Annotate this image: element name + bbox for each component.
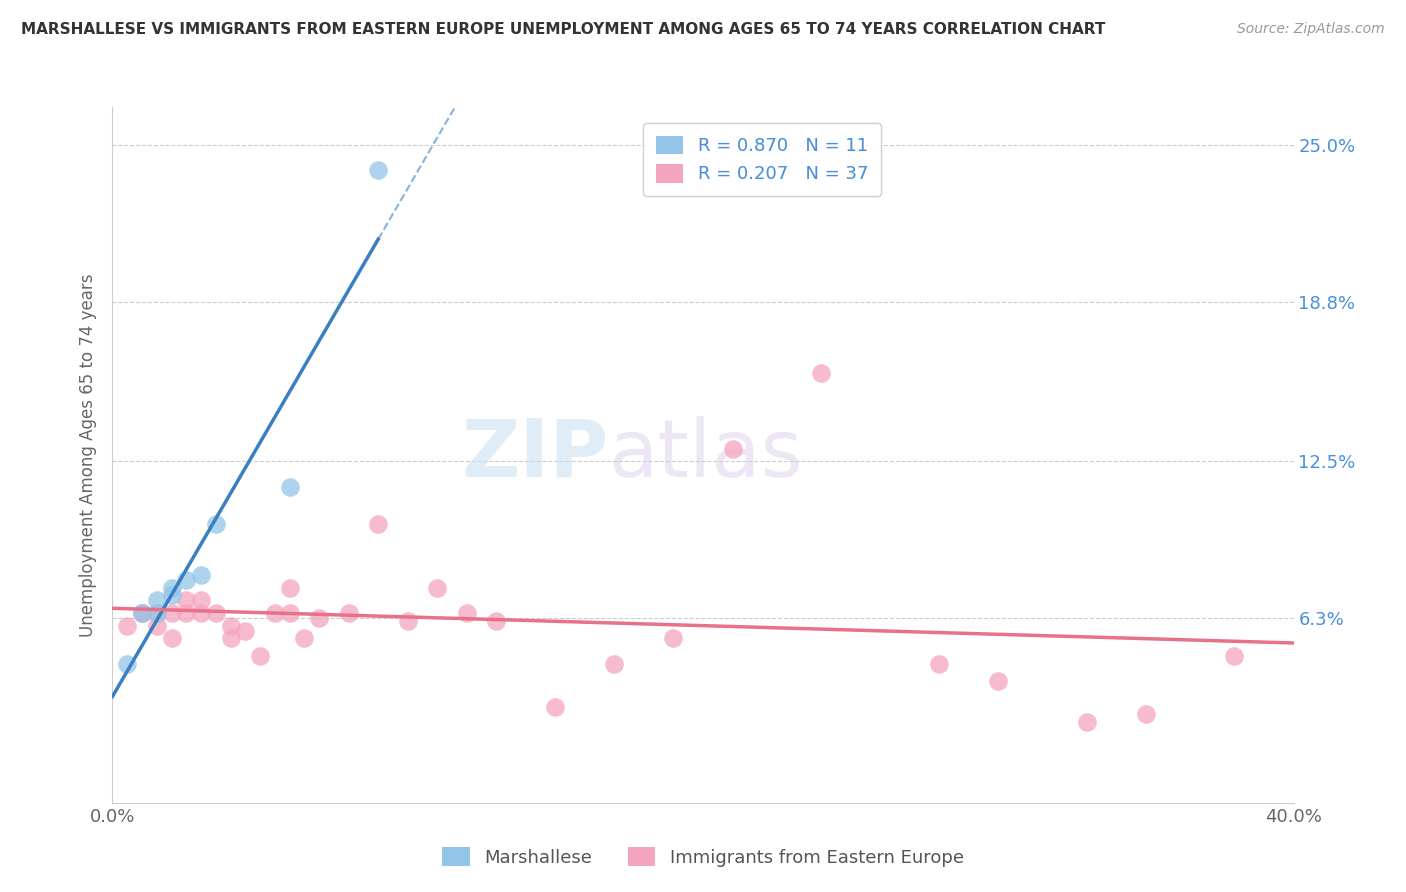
- Point: [174, 606, 197, 620]
- Point: [219, 632, 242, 646]
- Point: [205, 517, 228, 532]
- Point: [233, 624, 256, 638]
- Point: [264, 606, 287, 620]
- Point: [117, 618, 138, 632]
- Point: [603, 657, 626, 671]
- Point: [1135, 707, 1157, 722]
- Point: [146, 618, 169, 632]
- Y-axis label: Unemployment Among Ages 65 to 74 years: Unemployment Among Ages 65 to 74 years: [79, 273, 97, 637]
- Point: [367, 517, 389, 532]
- Legend: R = 0.870   N = 11, R = 0.207   N = 37: R = 0.870 N = 11, R = 0.207 N = 37: [644, 123, 880, 196]
- Point: [292, 632, 315, 646]
- Point: [396, 614, 419, 628]
- Point: [308, 611, 330, 625]
- Point: [1223, 648, 1246, 663]
- Text: MARSHALLESE VS IMMIGRANTS FROM EASTERN EUROPE UNEMPLOYMENT AMONG AGES 65 TO 74 Y: MARSHALLESE VS IMMIGRANTS FROM EASTERN E…: [21, 22, 1105, 37]
- Legend: Marshallese, Immigrants from Eastern Europe: Marshallese, Immigrants from Eastern Eur…: [436, 840, 970, 874]
- Point: [249, 648, 271, 663]
- Point: [1076, 714, 1098, 729]
- Point: [367, 163, 389, 178]
- Point: [160, 588, 183, 602]
- Point: [544, 699, 567, 714]
- Point: [131, 606, 153, 620]
- Point: [219, 618, 242, 632]
- Point: [190, 568, 212, 582]
- Point: [426, 581, 449, 595]
- Point: [278, 479, 301, 493]
- Point: [721, 442, 744, 456]
- Point: [810, 366, 832, 380]
- Point: [190, 606, 212, 620]
- Point: [146, 593, 169, 607]
- Point: [117, 657, 138, 671]
- Point: [278, 606, 301, 620]
- Point: [662, 632, 685, 646]
- Point: [190, 593, 212, 607]
- Point: [987, 674, 1010, 689]
- Point: [205, 606, 228, 620]
- Point: [131, 606, 153, 620]
- Point: [160, 581, 183, 595]
- Point: [160, 632, 183, 646]
- Point: [174, 573, 197, 587]
- Point: [485, 614, 508, 628]
- Text: ZIP: ZIP: [461, 416, 609, 494]
- Point: [146, 606, 169, 620]
- Point: [456, 606, 478, 620]
- Point: [146, 606, 169, 620]
- Point: [337, 606, 360, 620]
- Point: [278, 581, 301, 595]
- Point: [160, 606, 183, 620]
- Point: [174, 593, 197, 607]
- Text: atlas: atlas: [609, 416, 803, 494]
- Point: [131, 606, 153, 620]
- Point: [928, 657, 950, 671]
- Text: Source: ZipAtlas.com: Source: ZipAtlas.com: [1237, 22, 1385, 37]
